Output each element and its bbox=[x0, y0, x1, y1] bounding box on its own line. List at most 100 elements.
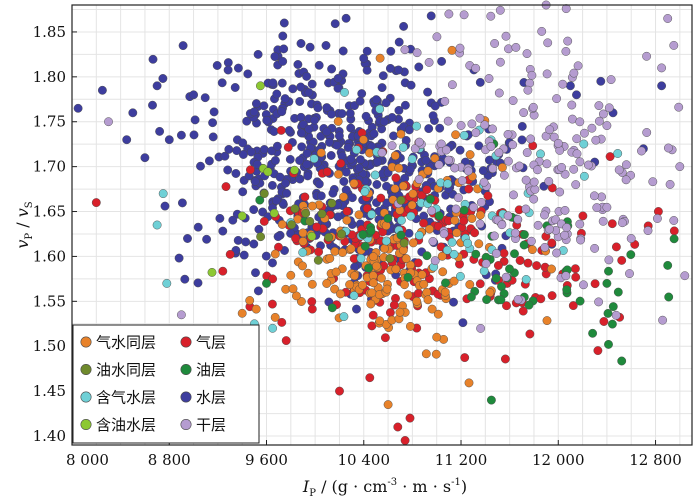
data-point-8 bbox=[451, 204, 461, 214]
data-point-5 bbox=[579, 139, 589, 149]
data-point-5 bbox=[340, 87, 349, 97]
data-point-1 bbox=[390, 184, 400, 194]
data-point-6 bbox=[180, 274, 190, 284]
data-point-6 bbox=[339, 177, 349, 186]
data-point-2 bbox=[483, 191, 493, 201]
data-point-6 bbox=[449, 297, 458, 307]
data-point-2 bbox=[391, 173, 401, 183]
data-point-3 bbox=[290, 204, 300, 214]
data-point-6 bbox=[327, 64, 337, 74]
data-point-8 bbox=[543, 38, 553, 48]
data-point-2 bbox=[362, 203, 372, 213]
data-point-6 bbox=[302, 71, 312, 81]
data-point-8 bbox=[410, 144, 420, 154]
data-point-8 bbox=[444, 9, 454, 19]
data-point-6 bbox=[400, 100, 410, 110]
data-point-8 bbox=[533, 220, 543, 230]
data-point-1 bbox=[330, 284, 340, 294]
data-point-4 bbox=[510, 249, 519, 259]
data-point-1 bbox=[334, 169, 343, 179]
data-point-5 bbox=[455, 271, 465, 281]
data-point-8 bbox=[576, 235, 586, 245]
data-point-4 bbox=[626, 250, 636, 260]
data-point-6 bbox=[251, 99, 261, 109]
data-point-6 bbox=[517, 135, 527, 145]
data-point-8 bbox=[587, 123, 597, 133]
data-point-1 bbox=[452, 228, 462, 238]
data-point-2 bbox=[300, 192, 310, 202]
legend-label: 含气水层 bbox=[96, 389, 156, 407]
data-point-6 bbox=[357, 89, 367, 99]
data-point-8 bbox=[513, 215, 523, 224]
data-point-2 bbox=[322, 167, 332, 177]
data-point-6 bbox=[155, 126, 165, 136]
data-point-8 bbox=[526, 236, 536, 246]
data-point-1 bbox=[391, 264, 401, 274]
legend-marker bbox=[180, 418, 192, 430]
data-point-1 bbox=[333, 116, 343, 126]
data-point-1 bbox=[286, 270, 296, 280]
data-point-6 bbox=[158, 74, 168, 83]
data-point-8 bbox=[459, 10, 469, 20]
data-point-2 bbox=[419, 218, 429, 228]
data-point-6 bbox=[458, 318, 468, 328]
data-point-6 bbox=[359, 53, 369, 63]
data-point-8 bbox=[572, 149, 582, 159]
data-point-8 bbox=[508, 96, 518, 106]
data-point-6 bbox=[268, 258, 277, 268]
data-point-8 bbox=[428, 236, 438, 246]
data-point-8 bbox=[542, 69, 552, 79]
data-point-8 bbox=[387, 141, 397, 151]
data-point-1 bbox=[437, 251, 447, 261]
data-point-2 bbox=[502, 301, 511, 311]
data-point-5 bbox=[356, 253, 366, 263]
data-point-6 bbox=[148, 54, 158, 64]
data-point-6 bbox=[270, 156, 280, 165]
data-point-4 bbox=[669, 234, 679, 244]
data-point-6 bbox=[304, 124, 314, 134]
data-point-2 bbox=[267, 299, 277, 309]
data-point-8 bbox=[674, 102, 684, 112]
data-point-6 bbox=[204, 156, 214, 166]
data-point-1 bbox=[465, 280, 475, 289]
data-point-1 bbox=[380, 244, 389, 253]
data-point-8 bbox=[444, 155, 453, 165]
data-point-8 bbox=[552, 94, 562, 104]
data-point-4 bbox=[604, 339, 613, 349]
data-point-6 bbox=[325, 137, 334, 147]
data-point-2 bbox=[578, 211, 588, 221]
data-point-3 bbox=[396, 195, 406, 205]
y-tick-label: 1.60 bbox=[33, 247, 66, 265]
data-point-8 bbox=[669, 40, 679, 50]
data-point-1 bbox=[336, 289, 345, 299]
data-point-5 bbox=[268, 323, 278, 333]
data-point-2 bbox=[523, 258, 533, 268]
data-point-5 bbox=[536, 149, 545, 159]
data-point-1 bbox=[339, 192, 349, 202]
data-point-4 bbox=[422, 251, 432, 261]
data-point-2 bbox=[291, 233, 301, 243]
data-point-2 bbox=[259, 216, 269, 226]
data-point-6 bbox=[296, 128, 306, 138]
y-tick-label: 1.65 bbox=[33, 203, 66, 221]
data-point-6 bbox=[426, 11, 436, 21]
data-point-8 bbox=[663, 143, 673, 153]
data-point-6 bbox=[140, 153, 150, 163]
data-point-1 bbox=[464, 378, 474, 388]
x-tick-label: 12 000 bbox=[532, 451, 585, 469]
data-point-8 bbox=[572, 134, 582, 144]
y-tick-label: 1.85 bbox=[33, 23, 66, 41]
data-point-2 bbox=[413, 288, 423, 298]
data-point-1 bbox=[368, 252, 378, 262]
data-point-8 bbox=[434, 160, 444, 170]
data-point-4 bbox=[383, 213, 393, 223]
data-point-1 bbox=[417, 270, 427, 280]
data-point-8 bbox=[476, 323, 486, 333]
data-point-8 bbox=[412, 48, 422, 58]
data-point-5 bbox=[412, 121, 422, 131]
data-point-6 bbox=[424, 124, 434, 134]
data-point-2 bbox=[536, 294, 546, 304]
data-point-7 bbox=[207, 267, 217, 277]
data-point-6 bbox=[346, 154, 356, 164]
data-point-6 bbox=[223, 165, 233, 175]
